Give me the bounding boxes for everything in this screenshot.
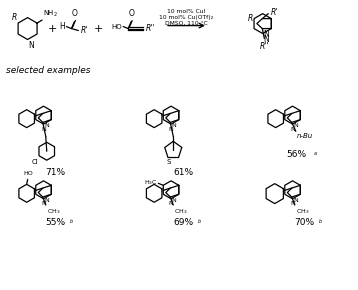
Text: HO: HO bbox=[24, 171, 34, 176]
Text: O: O bbox=[72, 9, 77, 18]
Text: 10 mol% CuI: 10 mol% CuI bbox=[168, 9, 205, 14]
Text: $^b$: $^b$ bbox=[319, 219, 323, 225]
Text: CH$_3$: CH$_3$ bbox=[174, 207, 188, 216]
Text: N: N bbox=[293, 198, 298, 203]
Text: $^b$: $^b$ bbox=[69, 219, 74, 225]
Text: N: N bbox=[29, 41, 34, 50]
Text: $^a$: $^a$ bbox=[314, 151, 318, 157]
Text: R'': R'' bbox=[146, 24, 156, 33]
Text: H: H bbox=[60, 22, 66, 31]
Text: 71%: 71% bbox=[45, 168, 66, 177]
Text: $^b$: $^b$ bbox=[197, 219, 202, 225]
Text: O: O bbox=[128, 9, 134, 18]
Text: N: N bbox=[290, 201, 295, 206]
Text: N: N bbox=[264, 35, 270, 44]
Text: +: + bbox=[94, 23, 103, 34]
Text: N: N bbox=[290, 127, 295, 132]
Text: H$_3$C: H$_3$C bbox=[144, 178, 157, 187]
Text: DMSO, 110 °C: DMSO, 110 °C bbox=[165, 21, 208, 26]
Text: N: N bbox=[169, 127, 173, 132]
Text: R: R bbox=[248, 14, 253, 23]
Text: n-Bu: n-Bu bbox=[297, 133, 313, 139]
Text: N: N bbox=[41, 201, 46, 206]
Text: R'': R'' bbox=[260, 43, 269, 52]
Text: CH$_3$: CH$_3$ bbox=[296, 207, 309, 216]
Text: 55%: 55% bbox=[45, 218, 66, 227]
Text: N: N bbox=[44, 198, 49, 203]
Text: N: N bbox=[263, 30, 269, 39]
Text: 70%: 70% bbox=[294, 218, 315, 227]
Text: N: N bbox=[41, 127, 46, 132]
Text: NH$_2$: NH$_2$ bbox=[43, 9, 58, 19]
Text: S: S bbox=[167, 160, 171, 166]
Text: N: N bbox=[169, 201, 173, 206]
Text: HO: HO bbox=[112, 23, 122, 30]
Text: R': R' bbox=[81, 26, 88, 35]
Text: 56%: 56% bbox=[286, 150, 306, 159]
Text: selected examples: selected examples bbox=[6, 66, 90, 75]
Text: N: N bbox=[172, 123, 176, 128]
Text: 61%: 61% bbox=[173, 168, 193, 177]
Text: N: N bbox=[44, 123, 49, 128]
Text: N: N bbox=[172, 198, 176, 203]
Text: R: R bbox=[12, 13, 17, 22]
Text: CH$_3$: CH$_3$ bbox=[47, 207, 60, 216]
Text: Cl: Cl bbox=[31, 159, 38, 165]
Text: R': R' bbox=[270, 8, 278, 17]
Text: 69%: 69% bbox=[173, 218, 193, 227]
Text: 10 mol% Cu(OTf)₂: 10 mol% Cu(OTf)₂ bbox=[159, 15, 213, 20]
Text: +: + bbox=[48, 23, 57, 34]
Text: N: N bbox=[293, 123, 298, 128]
